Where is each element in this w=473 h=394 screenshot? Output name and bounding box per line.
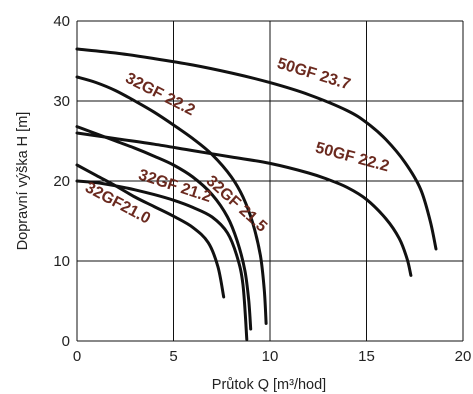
y-tick-label-4: 40: [53, 13, 70, 30]
curve-32gf21-0: [75, 163, 226, 299]
y-tick-label-2: 20: [53, 173, 70, 190]
y-axis-label: Dopravní výška H [m]: [15, 112, 31, 251]
curve-label-2: 32GF 22.2: [123, 70, 198, 120]
x-tick-label-2: 10: [262, 348, 279, 365]
x-tick-label-0: 0: [73, 348, 81, 365]
y-tick-label-1: 10: [53, 253, 70, 270]
y-tick-label-0: 0: [62, 333, 70, 350]
tick-labels: 0 5 10 15 20 0 10 20 30 40: [53, 13, 471, 365]
x-tick-label-4: 20: [455, 348, 472, 365]
grid: [76, 20, 464, 342]
pump-curves: [75, 47, 438, 341]
curve-label-1: 50GF 22.2: [314, 139, 392, 175]
curve-50gf-22-2: [75, 131, 413, 277]
x-tick-label-1: 5: [169, 348, 177, 365]
x-tick-label-3: 15: [358, 348, 375, 365]
x-axis-label: Průtok Q [m³/hod]: [212, 377, 326, 393]
curve-32gf-21-5: [75, 125, 253, 331]
curve-50gf-23-7: [75, 47, 438, 251]
y-tick-label-3: 30: [53, 93, 70, 110]
curve-32gf-22-2: [75, 75, 268, 325]
